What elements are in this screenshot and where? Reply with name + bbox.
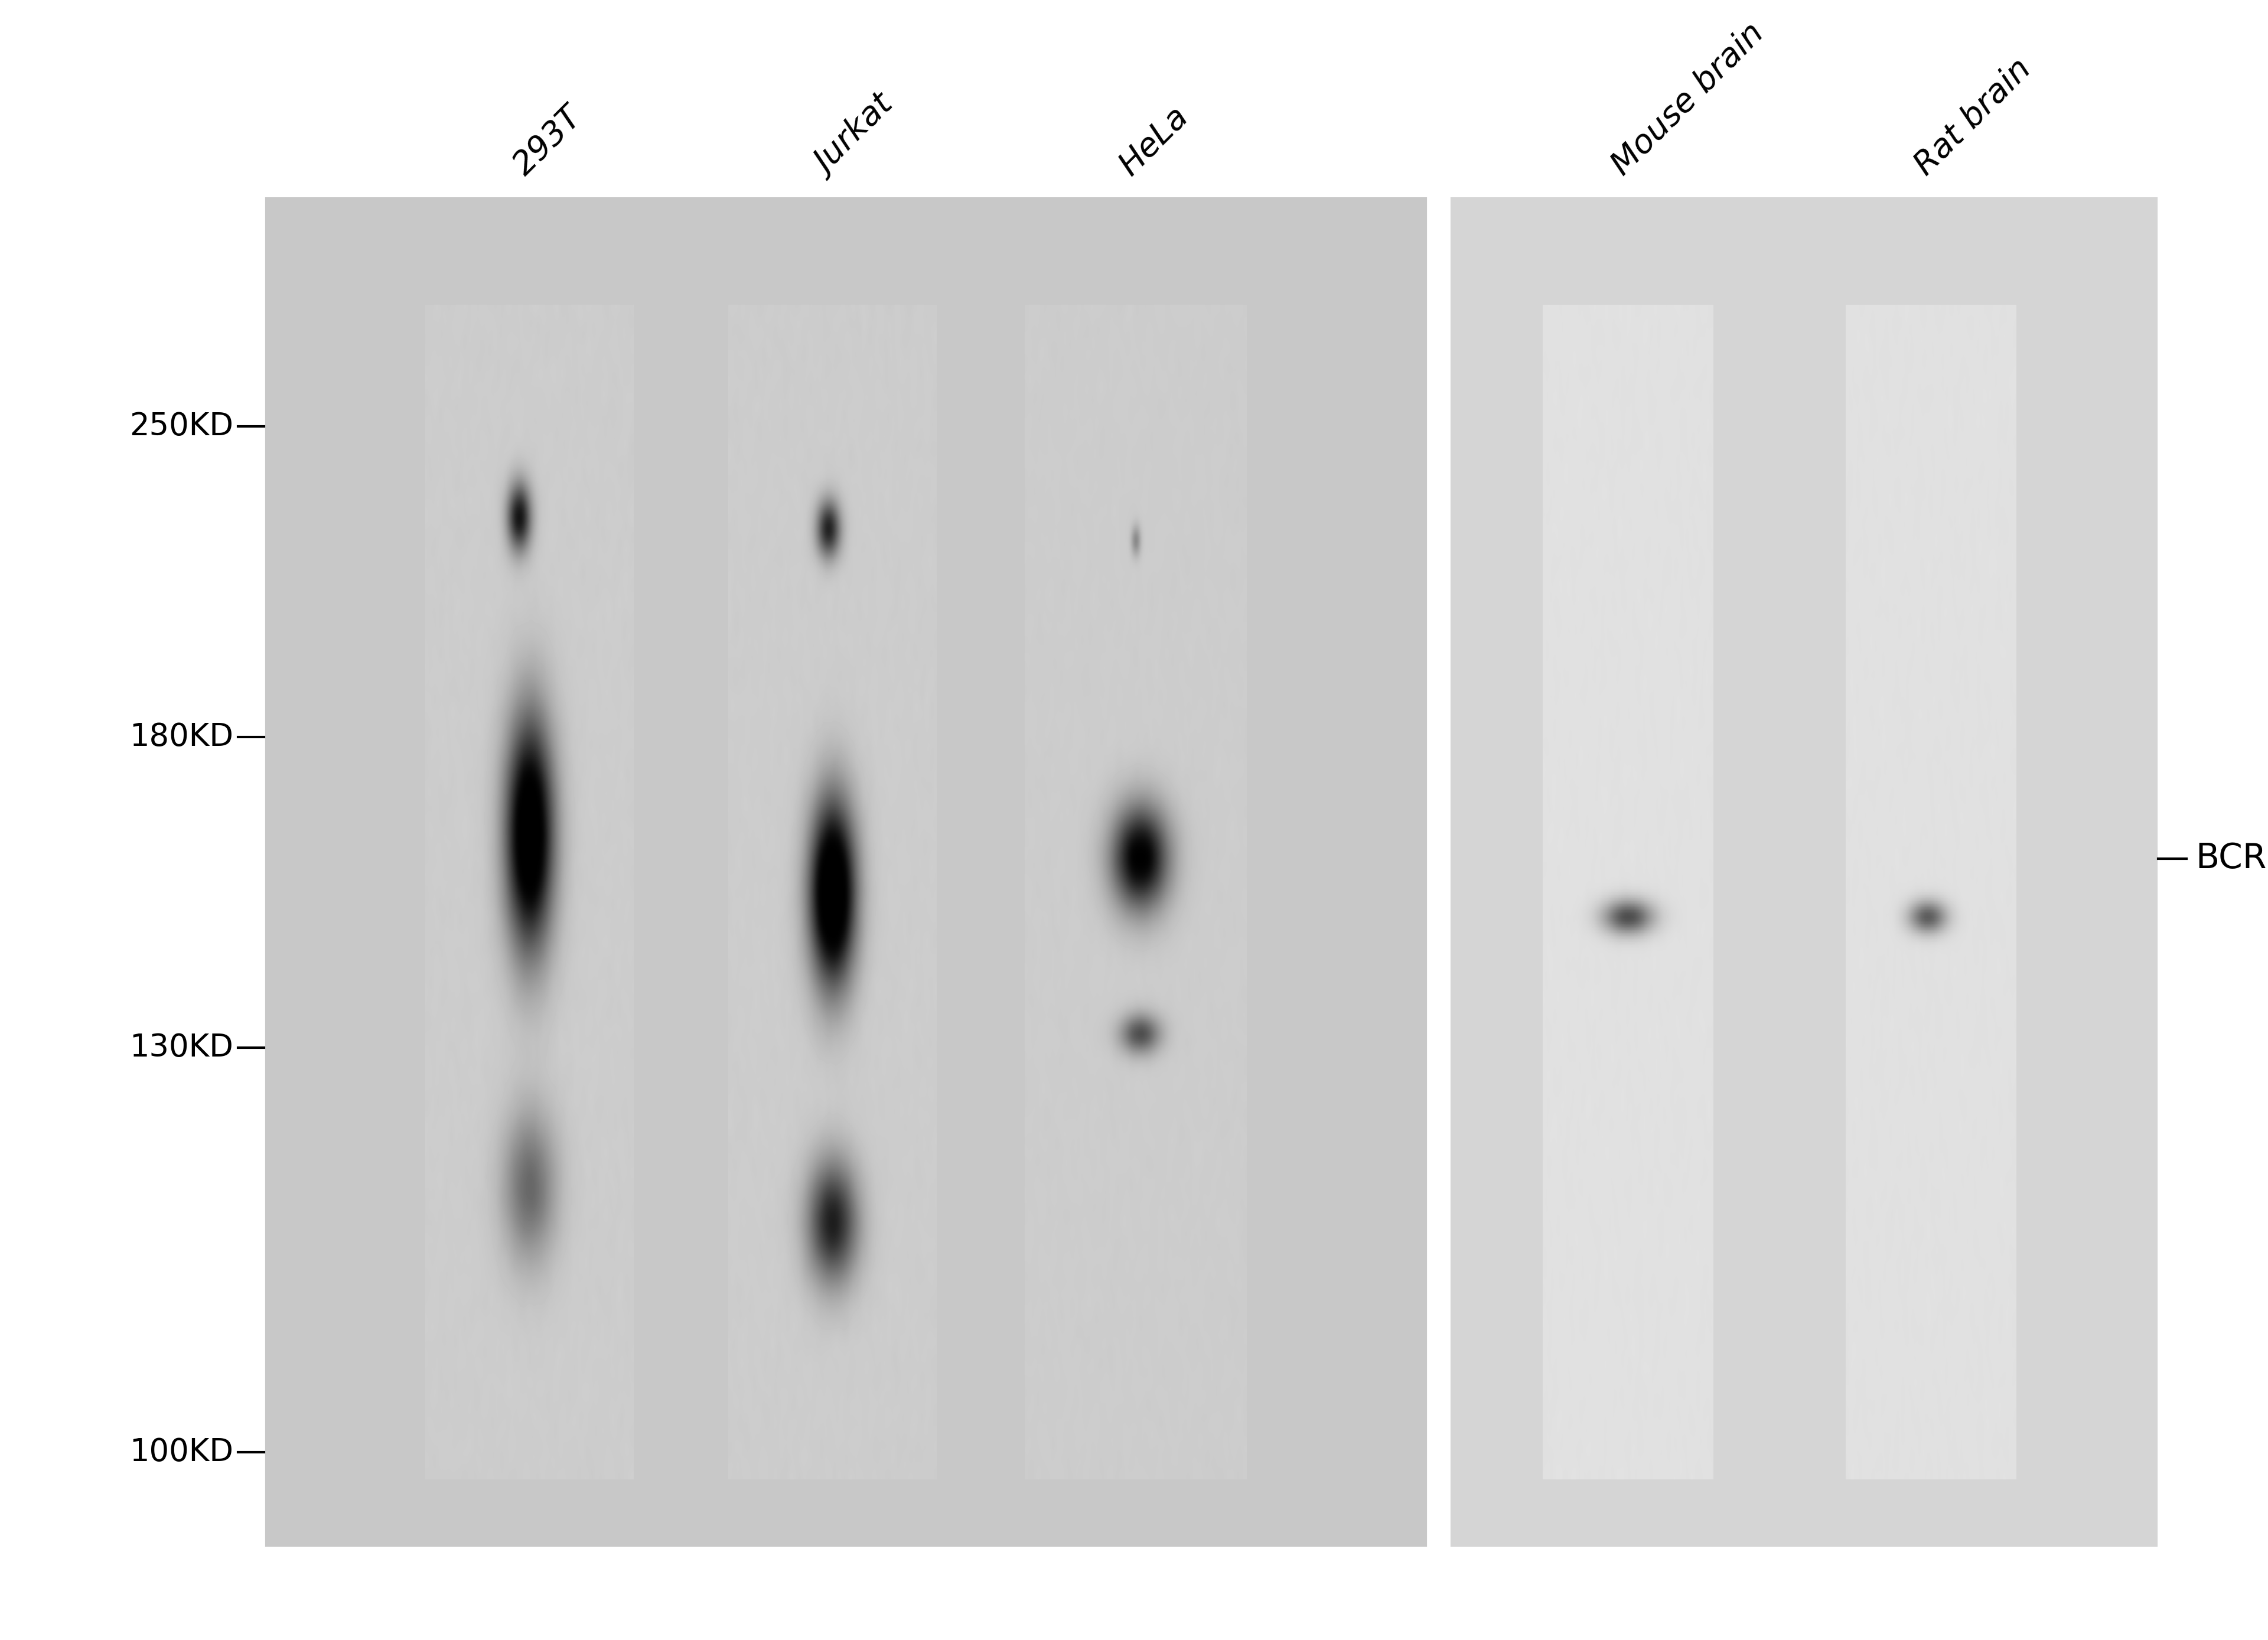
Text: 180KD: 180KD xyxy=(129,722,234,753)
Text: 293T: 293T xyxy=(508,102,587,182)
Text: BCR: BCR xyxy=(2195,841,2266,876)
Text: HeLa: HeLa xyxy=(1114,100,1195,182)
Text: 250KD: 250KD xyxy=(129,412,234,441)
Text: Jurkat: Jurkat xyxy=(810,92,900,182)
Bar xyxy=(265,197,1427,1547)
Text: Mouse brain: Mouse brain xyxy=(1606,18,1769,182)
Bar xyxy=(1449,197,2159,1547)
Text: 130KD: 130KD xyxy=(129,1032,234,1063)
Text: Rat brain: Rat brain xyxy=(1910,52,2037,182)
Text: 100KD: 100KD xyxy=(129,1437,234,1468)
